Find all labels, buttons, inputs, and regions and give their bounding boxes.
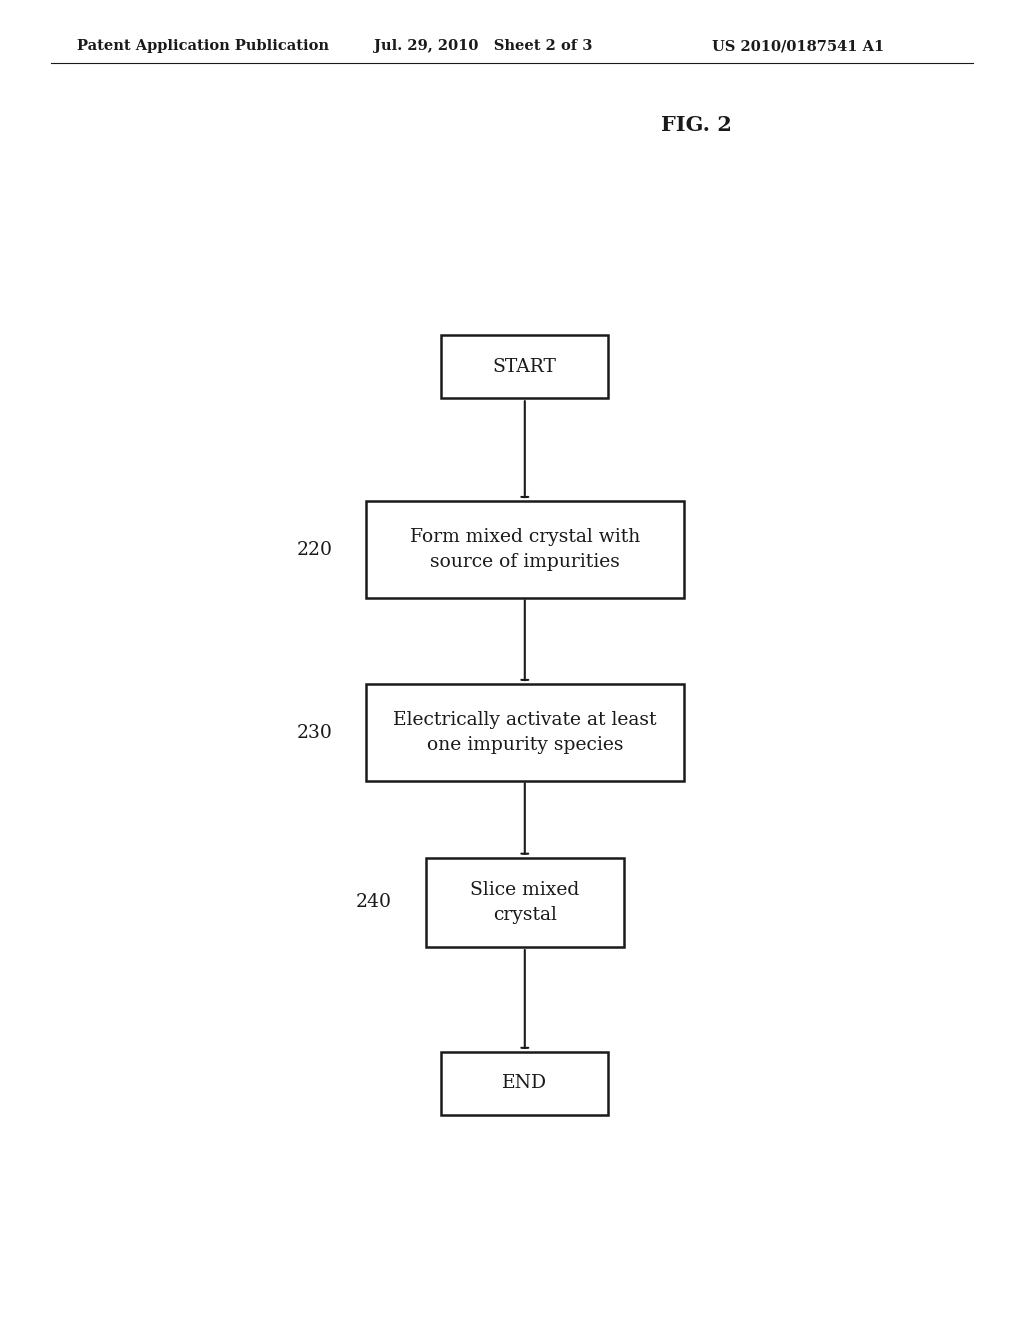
Text: 240: 240 — [356, 894, 392, 911]
Text: Jul. 29, 2010   Sheet 2 of 3: Jul. 29, 2010 Sheet 2 of 3 — [374, 40, 592, 53]
Text: Slice mixed
crystal: Slice mixed crystal — [470, 880, 580, 924]
Text: US 2010/0187541 A1: US 2010/0187541 A1 — [712, 40, 884, 53]
Bar — [441, 335, 608, 399]
Text: 230: 230 — [297, 723, 333, 742]
Bar — [441, 1052, 608, 1115]
Text: END: END — [502, 1074, 548, 1093]
Bar — [367, 502, 684, 598]
Text: START: START — [493, 358, 557, 376]
Text: Patent Application Publication: Patent Application Publication — [77, 40, 329, 53]
Text: Form mixed crystal with
source of impurities: Form mixed crystal with source of impuri… — [410, 528, 640, 572]
Bar — [367, 684, 684, 781]
Text: Electrically activate at least
one impurity species: Electrically activate at least one impur… — [393, 711, 656, 754]
Text: 220: 220 — [297, 541, 333, 558]
Text: FIG. 2: FIG. 2 — [660, 115, 732, 136]
Bar — [426, 858, 624, 948]
